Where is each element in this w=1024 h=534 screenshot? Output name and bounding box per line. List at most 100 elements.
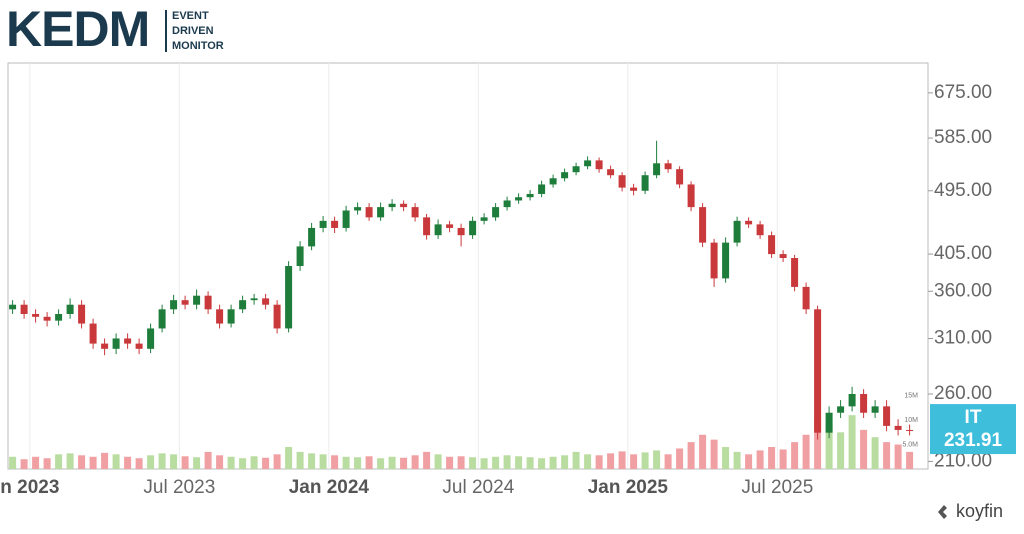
volume-bar <box>825 424 833 469</box>
volume-bar <box>423 451 431 469</box>
y-tick-label: 310.00 <box>934 327 992 348</box>
candle-body <box>802 286 810 310</box>
candle-body <box>791 258 799 287</box>
volume-bar <box>170 454 178 469</box>
volume-bar <box>906 451 914 469</box>
candle-body <box>699 207 707 243</box>
volume-bar <box>791 442 799 469</box>
volume-bar <box>653 450 661 469</box>
volume-bar <box>469 457 477 469</box>
candle-body <box>377 207 385 218</box>
candle-body <box>733 220 741 243</box>
volume-bar <box>9 456 17 469</box>
volume-bar <box>492 456 500 469</box>
y-tick-label: 405.00 <box>934 243 992 264</box>
candle-body <box>331 220 339 228</box>
candle-body <box>216 309 224 324</box>
candle-body <box>653 163 661 176</box>
volume-bar <box>365 456 373 469</box>
candle-body <box>641 175 649 191</box>
candle-body <box>170 300 178 310</box>
volume-bar <box>814 417 822 469</box>
candle-body <box>354 207 362 211</box>
candle-body <box>411 207 419 218</box>
volume-bar <box>607 453 615 469</box>
volume-bar <box>584 454 592 469</box>
x-tick-label: Jul 2023 <box>143 477 215 498</box>
volume-bar <box>296 451 304 469</box>
plot-frame <box>7 62 929 470</box>
candle-body <box>871 406 879 413</box>
candle-body <box>308 227 316 247</box>
candle-body <box>296 246 304 267</box>
volume-bar <box>526 457 534 469</box>
volume-bar <box>285 446 293 469</box>
volume-bar <box>722 446 730 469</box>
volume-bar <box>699 434 707 469</box>
candle-body <box>756 224 764 236</box>
candle-body <box>400 203 408 208</box>
candle-body <box>883 406 891 426</box>
volume-bar <box>250 456 258 469</box>
volume-bar <box>135 458 143 469</box>
volume-bar <box>515 456 523 469</box>
volume-bar <box>561 455 569 469</box>
volume-bar <box>618 451 626 469</box>
volume-bar <box>630 454 638 469</box>
candle-body <box>837 406 845 413</box>
tagline: EVENT <box>172 10 209 22</box>
ticker-label: IT <box>965 407 982 428</box>
candle-body <box>273 304 281 329</box>
volume-bar <box>457 456 465 469</box>
y-tick-label: 260.00 <box>934 383 992 404</box>
candle-body <box>239 300 247 310</box>
volume-bar <box>745 454 753 469</box>
candle-body <box>112 338 120 349</box>
volume-bar <box>595 455 603 469</box>
candle-body <box>722 242 730 279</box>
volume-bar <box>55 454 63 469</box>
volume-bar <box>273 454 281 469</box>
candle-body <box>101 343 109 349</box>
volume-bar <box>802 434 810 469</box>
candle-body <box>66 304 74 314</box>
candle-body <box>319 220 327 228</box>
candle-body <box>526 193 534 198</box>
volume-bar <box>411 455 419 469</box>
volume-bar <box>239 458 247 469</box>
candle-body <box>825 412 833 433</box>
candle-body <box>630 187 638 191</box>
volume-bar <box>860 429 868 469</box>
volume-bar <box>319 454 327 469</box>
candle-body <box>595 160 603 170</box>
volume-bar <box>377 458 385 469</box>
y-tick-label: 675.00 <box>934 82 992 103</box>
koyfin-icon <box>938 505 947 519</box>
candle-body <box>158 309 166 329</box>
volume-bar <box>193 457 201 469</box>
y-tick-label: 360.00 <box>934 280 992 301</box>
candle-body <box>480 217 488 221</box>
volume-bar <box>20 459 28 469</box>
candle-body <box>607 169 615 176</box>
footer-brand: koyfin <box>956 501 1003 521</box>
last-price-box <box>930 404 1016 455</box>
candle-body <box>78 304 86 324</box>
volume-bar <box>733 451 741 469</box>
x-tick-label: n 2023 <box>0 477 59 498</box>
candle-body <box>745 220 753 225</box>
candle-body <box>618 175 626 188</box>
candle-body <box>32 313 40 317</box>
candle-body <box>423 217 431 236</box>
volume-bar <box>480 458 488 469</box>
volume-bar <box>687 442 695 469</box>
volume-bar <box>262 457 270 469</box>
volume-bar <box>331 455 339 469</box>
x-tick-label: Jul 2024 <box>442 477 514 498</box>
volume-bar <box>78 455 86 469</box>
candle-body <box>768 235 776 255</box>
candle-body <box>227 309 235 324</box>
volume-bar <box>124 456 132 469</box>
